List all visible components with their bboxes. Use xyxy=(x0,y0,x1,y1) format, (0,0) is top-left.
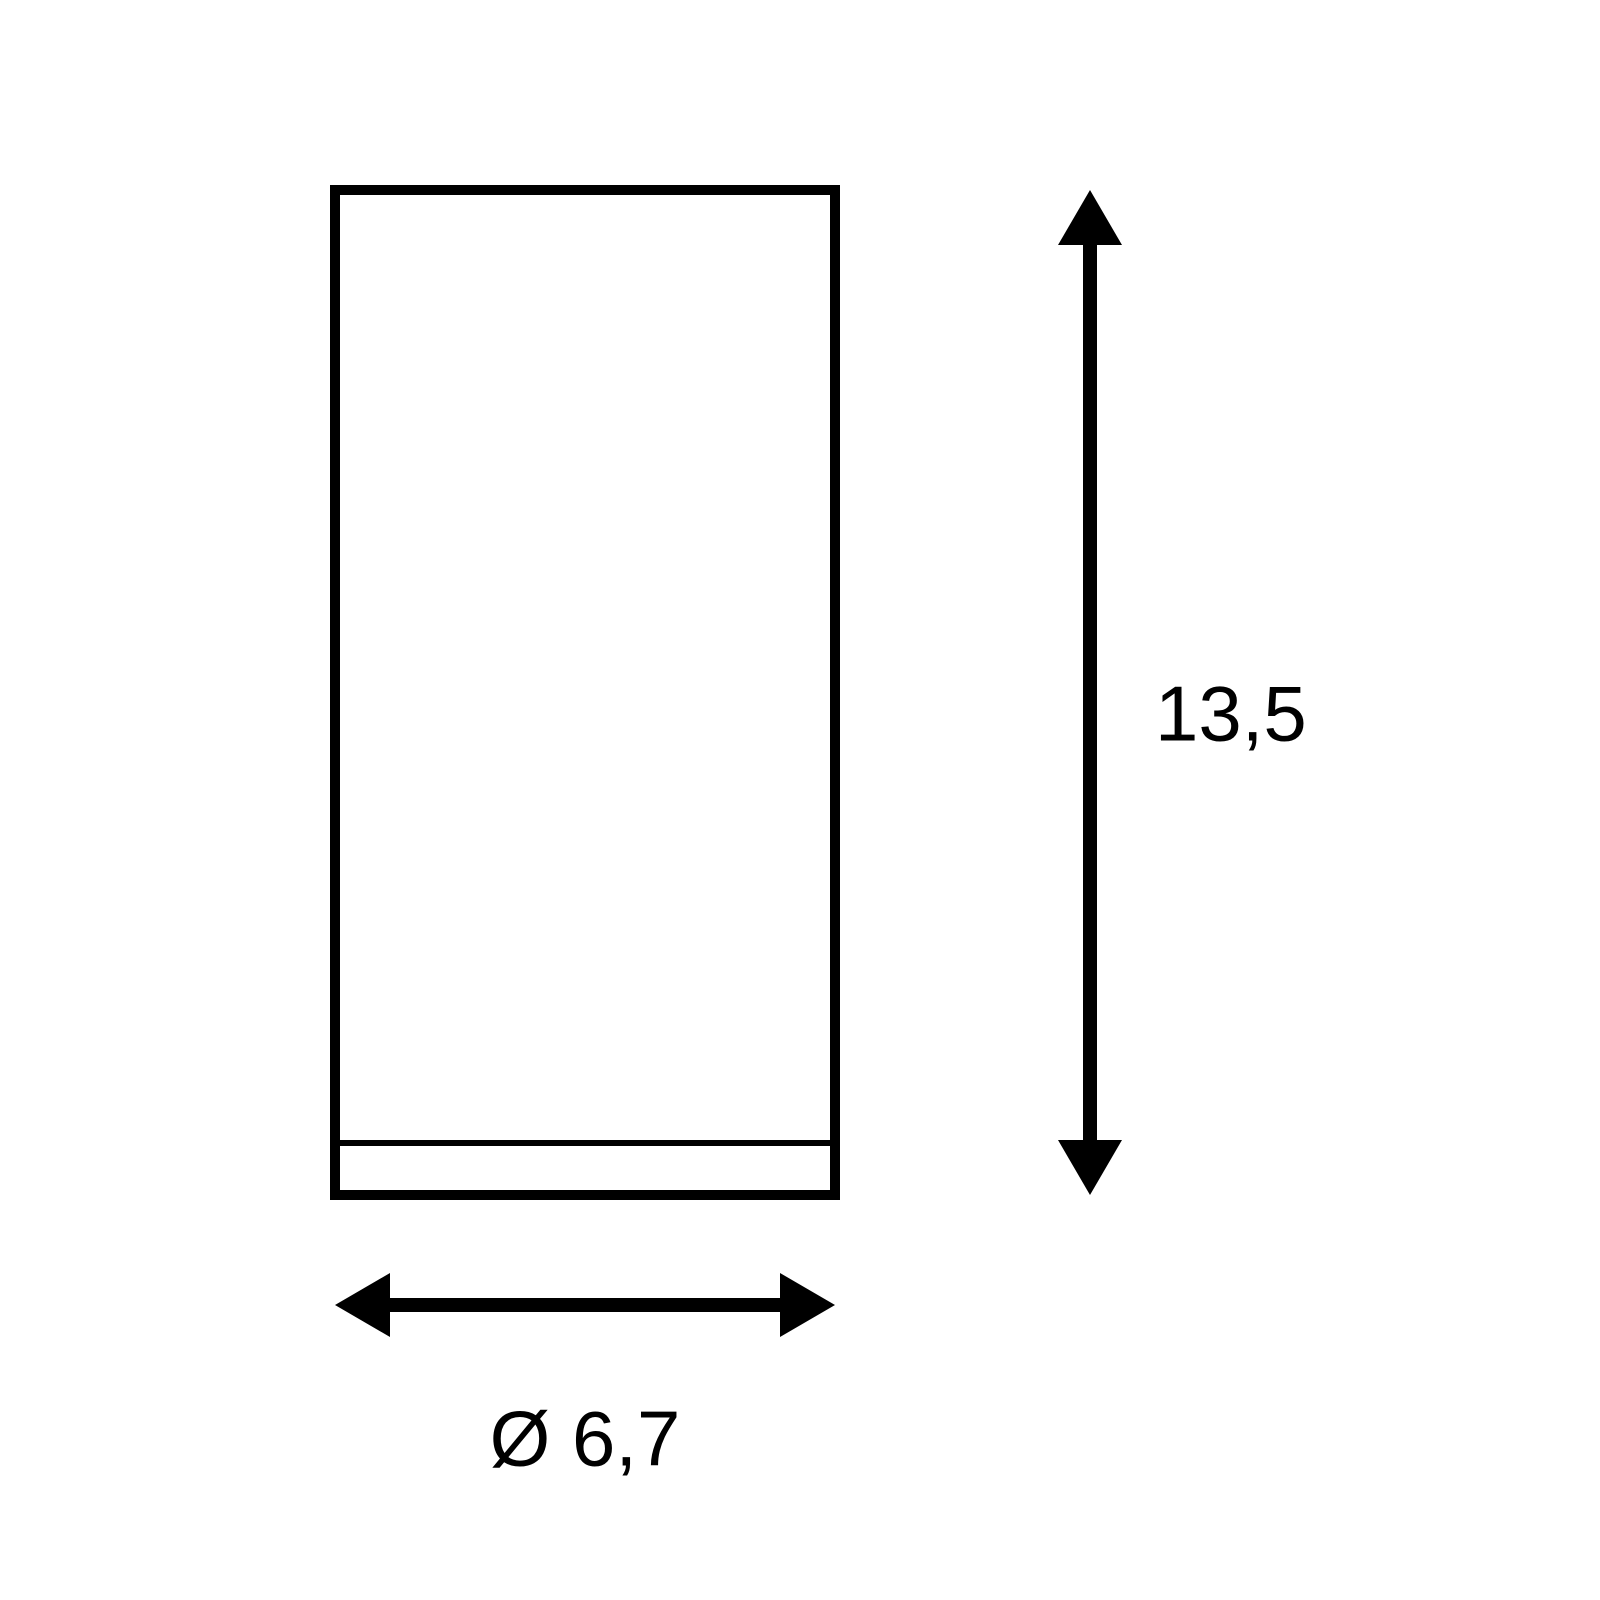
dimension-diagram: 13,5 Ø 6,7 xyxy=(0,0,1600,1600)
arrowhead-up-icon xyxy=(1058,190,1122,245)
height-label: 13,5 xyxy=(1155,670,1307,758)
arrowhead-down-icon xyxy=(1058,1140,1122,1195)
product-outline-rect xyxy=(335,190,835,1195)
height-dimension-arrow xyxy=(1058,190,1122,1195)
width-label: Ø 6,7 xyxy=(490,1395,681,1483)
width-dimension-arrow xyxy=(335,1273,835,1337)
arrowhead-right-icon xyxy=(780,1273,835,1337)
arrowhead-left-icon xyxy=(335,1273,390,1337)
